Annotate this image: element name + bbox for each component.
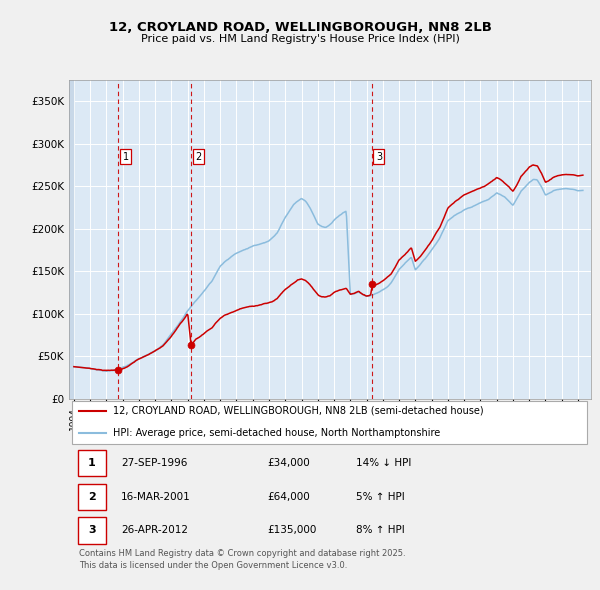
Text: 12, CROYLAND ROAD, WELLINGBOROUGH, NN8 2LB (semi-detached house): 12, CROYLAND ROAD, WELLINGBOROUGH, NN8 2… — [113, 406, 484, 416]
FancyBboxPatch shape — [79, 450, 106, 476]
Text: 27-SEP-1996: 27-SEP-1996 — [121, 458, 188, 468]
Text: 14% ↓ HPI: 14% ↓ HPI — [356, 458, 412, 468]
Text: 2: 2 — [88, 492, 96, 502]
Text: 3: 3 — [88, 526, 96, 535]
Text: 1: 1 — [88, 458, 96, 468]
Text: £64,000: £64,000 — [268, 492, 310, 502]
Text: 2: 2 — [195, 152, 202, 162]
Text: 12, CROYLAND ROAD, WELLINGBOROUGH, NN8 2LB: 12, CROYLAND ROAD, WELLINGBOROUGH, NN8 2… — [109, 21, 491, 34]
Text: 16-MAR-2001: 16-MAR-2001 — [121, 492, 191, 502]
Text: £135,000: £135,000 — [268, 526, 317, 535]
Text: Contains HM Land Registry data © Crown copyright and database right 2025.
This d: Contains HM Land Registry data © Crown c… — [79, 549, 406, 570]
Text: £34,000: £34,000 — [268, 458, 310, 468]
FancyBboxPatch shape — [79, 517, 106, 543]
Text: HPI: Average price, semi-detached house, North Northamptonshire: HPI: Average price, semi-detached house,… — [113, 428, 440, 438]
Text: 5% ↑ HPI: 5% ↑ HPI — [356, 492, 405, 502]
Text: 26-APR-2012: 26-APR-2012 — [121, 526, 188, 535]
Text: Price paid vs. HM Land Registry's House Price Index (HPI): Price paid vs. HM Land Registry's House … — [140, 34, 460, 44]
Bar — [69, 80, 74, 399]
Text: 1: 1 — [122, 152, 128, 162]
Text: 8% ↑ HPI: 8% ↑ HPI — [356, 526, 405, 535]
FancyBboxPatch shape — [79, 484, 106, 510]
Text: 3: 3 — [376, 152, 382, 162]
FancyBboxPatch shape — [71, 401, 587, 444]
